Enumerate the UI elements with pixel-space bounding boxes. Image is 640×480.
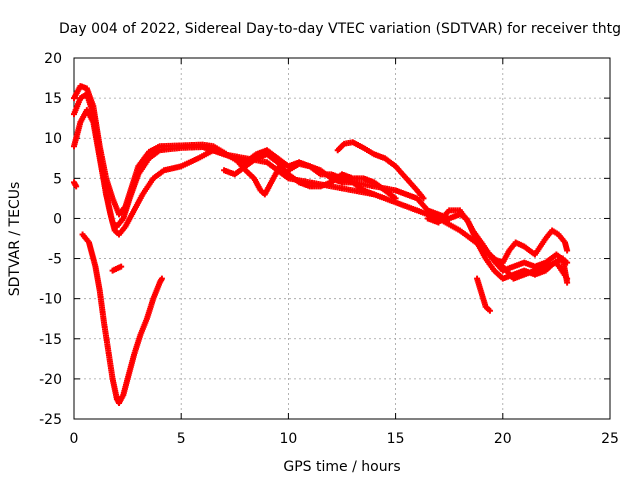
x-axis-title: GPS time / hours — [283, 459, 400, 475]
y-tick-label: 20 — [44, 51, 62, 67]
y-tick-label: -5 — [48, 252, 62, 268]
y-tick-label: 5 — [53, 171, 62, 187]
data-point — [392, 195, 399, 202]
y-tick-label: 15 — [44, 91, 62, 107]
data-point — [564, 247, 571, 254]
x-axis-tick-labels: 0 5 10 15 20 25 — [70, 431, 619, 447]
axis-ticks — [73, 57, 611, 420]
y-axis-title: SDTVAR / TECUs — [7, 182, 23, 297]
x-tick-label: 10 — [279, 431, 297, 447]
data-point — [564, 279, 571, 286]
y-tick-label: 0 — [53, 211, 62, 227]
x-tick-label: 5 — [177, 431, 186, 447]
y-tick-label: -25 — [39, 412, 62, 428]
chart-title: Day 004 of 2022, Sidereal Day-to-day VTE… — [59, 21, 621, 37]
data-point — [371, 191, 378, 198]
data-points — [71, 83, 571, 406]
data-point — [73, 183, 80, 190]
y-axis-tick-labels: 20 15 10 5 0 -5 -10 -15 -20 -25 — [39, 51, 62, 428]
x-tick-label: 20 — [494, 431, 512, 447]
y-tick-label: -15 — [39, 332, 62, 348]
y-tick-label: -20 — [39, 372, 62, 388]
x-tick-label: 25 — [601, 431, 619, 447]
y-tick-label: 10 — [44, 131, 62, 147]
grid-lines — [74, 58, 610, 419]
y-tick-label: -10 — [39, 292, 62, 308]
x-tick-label: 0 — [70, 431, 79, 447]
data-point — [158, 275, 165, 282]
plot-area-frame — [73, 57, 611, 420]
data-point — [486, 307, 493, 314]
data-point — [118, 263, 125, 270]
data-point — [420, 195, 427, 202]
x-tick-label: 15 — [387, 431, 405, 447]
